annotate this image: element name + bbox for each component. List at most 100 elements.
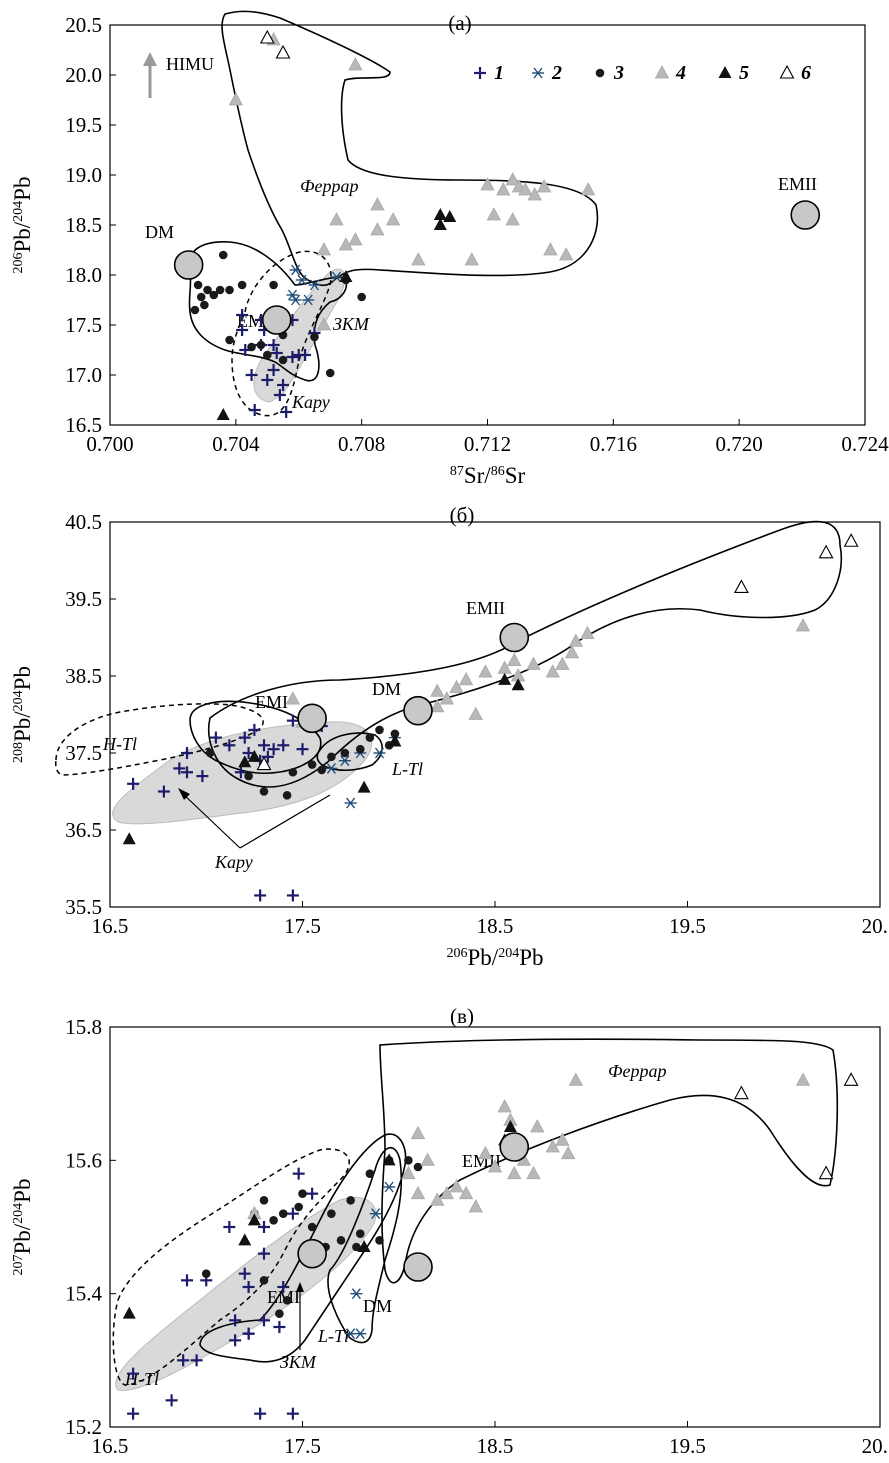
- htl-field-b: [55, 703, 264, 776]
- data-point-4: [505, 172, 520, 186]
- data-point-1: [248, 723, 261, 736]
- data-point-3: [225, 285, 234, 295]
- y-tick-label: 37.5: [65, 741, 102, 765]
- data-point-2: [308, 279, 321, 291]
- karu-label-a: Кару: [291, 392, 330, 412]
- data-point-3: [247, 342, 256, 352]
- data-point-6: [843, 1072, 859, 1086]
- data-point-3: [282, 791, 292, 800]
- data-point-1: [273, 389, 286, 401]
- himu-arrow: [143, 52, 157, 98]
- data-point-4: [564, 645, 580, 659]
- data-point-1: [127, 777, 140, 790]
- data-point-1: [248, 404, 261, 416]
- data-point-6: [818, 1165, 834, 1180]
- data-point-3: [365, 733, 375, 742]
- points-b: [122, 533, 859, 902]
- data-point-4: [496, 182, 511, 196]
- data-point-1: [267, 339, 280, 351]
- legend-marker-6: [779, 64, 795, 79]
- data-point-4: [348, 232, 363, 246]
- end-member-emi: [297, 703, 327, 734]
- data-point-2: [325, 762, 338, 774]
- data-point-4: [410, 1185, 426, 1200]
- data-point-1: [127, 1367, 140, 1380]
- data-point-4: [439, 691, 455, 705]
- x-tick-label: 0.720: [716, 432, 763, 456]
- end-member-dm: [403, 1252, 433, 1282]
- data-point-4: [458, 1185, 474, 1200]
- legend: 1 2 3 4 5 6: [474, 62, 811, 84]
- data-point-3: [269, 280, 278, 290]
- ticks-c: 16.517.518.519.520.515.215.415.615.8206P…: [10, 1015, 889, 1458]
- data-point-4: [411, 252, 426, 266]
- data-point-5: [339, 270, 353, 282]
- data-point-3: [404, 1156, 413, 1165]
- data-point-6: [733, 579, 749, 593]
- data-point-4: [329, 212, 344, 226]
- data-point-1: [254, 889, 267, 902]
- data-point-1: [286, 1207, 299, 1220]
- x-tick-label: 16.5: [92, 1434, 129, 1458]
- data-point-1: [229, 1334, 242, 1347]
- data-point-3: [355, 1229, 365, 1238]
- data-point-1: [258, 739, 270, 752]
- data-point-6: [275, 44, 291, 59]
- data-point-4: [507, 652, 522, 666]
- data-point-1: [242, 747, 255, 759]
- data-point-1: [254, 1407, 267, 1420]
- data-point-4: [348, 57, 363, 71]
- dm-label-c: DM: [363, 1296, 392, 1316]
- data-point-4: [505, 212, 520, 226]
- data-point-4: [795, 618, 811, 632]
- data-point-1: [181, 747, 193, 759]
- data-point-3: [327, 1209, 336, 1218]
- data-point-3: [327, 752, 336, 762]
- emi-label-b: EMI: [255, 692, 288, 712]
- panel-c-label: (в): [450, 1004, 474, 1028]
- data-point-1: [267, 364, 280, 376]
- x-tick-label: 19.5: [669, 914, 706, 938]
- data-point-4: [464, 252, 479, 266]
- data-point-3: [390, 729, 400, 739]
- data-point-4: [555, 1132, 570, 1146]
- data-point-3: [259, 1276, 269, 1285]
- data-point-4: [545, 664, 560, 678]
- data-point-4: [449, 1179, 464, 1193]
- legend-marker-5: [718, 66, 732, 78]
- legend-label-1: 1: [494, 62, 504, 84]
- data-point-1: [299, 349, 312, 361]
- data-point-5: [357, 780, 371, 793]
- data-point-4: [568, 1072, 584, 1086]
- legend-label-6: 6: [801, 62, 811, 84]
- data-point-3: [310, 332, 319, 342]
- data-point-3: [294, 1202, 303, 1212]
- data-point-1: [292, 1167, 305, 1180]
- y-tick-label: 39.5: [65, 587, 102, 611]
- data-point-4: [458, 672, 474, 686]
- x-tick-label: 20.5: [862, 1434, 889, 1458]
- data-point-4: [560, 1145, 576, 1160]
- data-point-6: [259, 29, 275, 44]
- x-tick-label: 16.5: [92, 914, 129, 938]
- data-point-5: [238, 755, 252, 768]
- points-a: [173, 29, 821, 420]
- legend-label-2: 2: [551, 62, 562, 84]
- data-point-3: [203, 285, 212, 295]
- data-point-1: [286, 714, 299, 727]
- data-point-3: [346, 1196, 355, 1205]
- ltl-field-b: [316, 732, 383, 772]
- data-point-5: [122, 1306, 136, 1319]
- zkm-label-c: ЗКМ: [280, 1352, 317, 1372]
- data-point-2: [295, 274, 308, 286]
- dashed-field-a: [231, 250, 332, 417]
- data-point-1: [236, 309, 249, 321]
- data-point-1: [223, 1221, 236, 1233]
- x-tick-label: 0.724: [841, 432, 889, 456]
- data-point-3: [269, 1216, 278, 1225]
- data-point-4: [430, 1192, 445, 1206]
- data-point-3: [201, 1269, 211, 1278]
- data-point-4: [430, 698, 445, 713]
- data-point-4: [527, 187, 542, 201]
- y-tick-label: 40.5: [65, 510, 102, 534]
